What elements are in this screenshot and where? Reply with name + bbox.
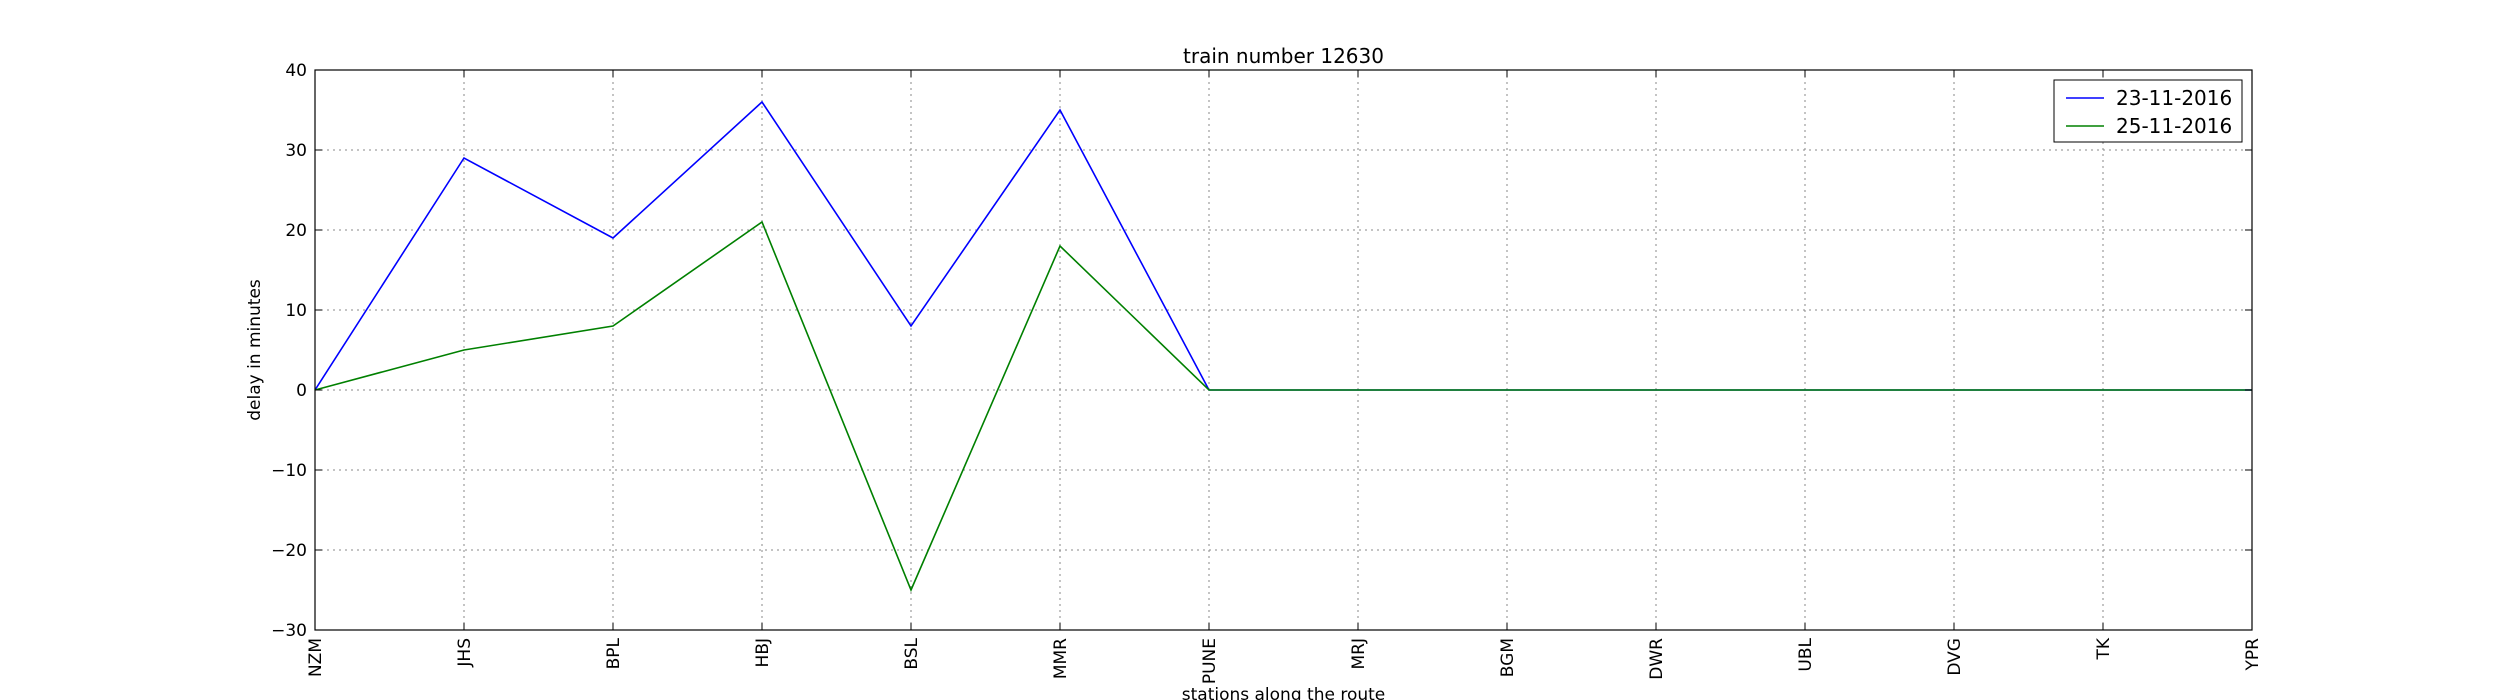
- y-tick-label: −10: [271, 461, 307, 481]
- x-axis-title: stations along the route: [1182, 685, 1386, 700]
- x-tick-label: UBL: [1796, 637, 1816, 671]
- axis-ticks: [314, 69, 2253, 631]
- x-tick-label: MMR: [1051, 638, 1071, 679]
- legend-label-2: 25-11-2016: [2116, 114, 2232, 138]
- x-tick-label: DVG: [1945, 638, 1965, 676]
- grid: [314, 69, 2253, 631]
- x-tick-label: BSL: [902, 637, 922, 669]
- x-tick-label: JHS: [455, 638, 475, 668]
- x-tick-label: YPR: [2243, 638, 2263, 672]
- x-tick-label: NZM: [306, 638, 326, 677]
- x-tick-label: BPL: [604, 637, 624, 669]
- series-line-1: [314, 100, 2252, 391]
- y-tick-label: 20: [285, 221, 307, 241]
- x-tick-label: PUNE: [1200, 638, 1220, 684]
- chart-title: train number 12630: [1183, 44, 1384, 68]
- plot-area-frame: [314, 69, 2253, 631]
- y-tick-label: 10: [285, 301, 307, 321]
- x-tick-label: MRJ: [1349, 638, 1369, 670]
- y-tick-label: −20: [271, 541, 307, 561]
- y-tick-label: 40: [285, 61, 307, 81]
- x-tick-label: TK: [2094, 637, 2114, 660]
- y-tick-label: 0: [296, 381, 307, 401]
- legend-label-1: 23-11-2016: [2116, 86, 2232, 110]
- x-tick-label: HBJ: [753, 638, 773, 667]
- tick-labels: −30 −20 −10 0 10 20 30 40 NZM JHS BPL HBJ BSL MMR PUNE…: [271, 61, 2263, 684]
- y-axis-title: delay in minutes: [245, 279, 265, 421]
- series-line-2: [314, 220, 2252, 593]
- x-tick-label: DWR: [1647, 638, 1667, 680]
- y-tick-label: −30: [271, 621, 307, 641]
- legend: 23-11-2016 25-11-2016: [2053, 79, 2243, 143]
- legend-box: [2053, 79, 2243, 143]
- series-lines: [314, 100, 2252, 593]
- x-tick-label: BGM: [1498, 638, 1518, 677]
- y-tick-label: 30: [285, 141, 307, 161]
